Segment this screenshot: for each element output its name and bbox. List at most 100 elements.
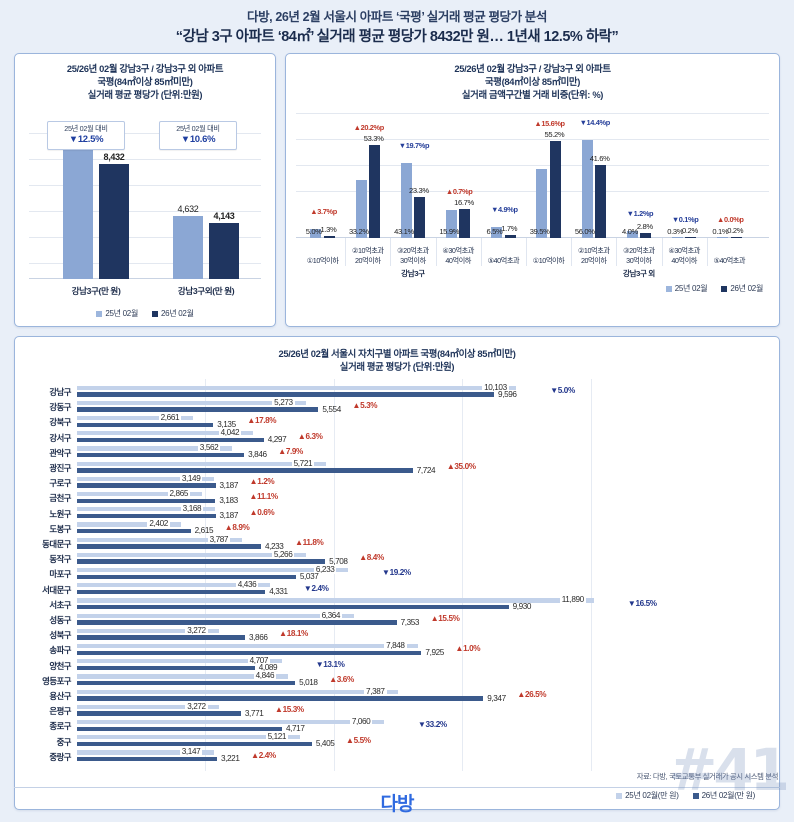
bar-2025 [77, 446, 232, 451]
district-name: 서초구 [49, 599, 71, 610]
delta-label: ▲8.9% [224, 522, 250, 532]
left-title-line1: 25/26년 02월 강남3구 / 강남3구 외 아파트 [66, 63, 224, 74]
bar-value-2025: 3,149 [179, 473, 203, 483]
bar-value-label: 15.9% [439, 227, 460, 236]
chart-axis [296, 237, 769, 238]
bar-2025 [77, 719, 384, 725]
bar-2026 [77, 620, 397, 625]
table-row: 용산구 7,387 9,347 ▲26.5% [15, 686, 779, 706]
district-bar-chart: 강남구 10,103 9,596 ▼5.0% 강동구 5,273 5,554 ▲5.3% 강북구… [15, 379, 779, 787]
bar-25년 02월 [717, 236, 729, 238]
delta-label: ▲3.6% [329, 674, 354, 684]
bar-value-2026: 3,135 [217, 419, 236, 429]
bar-2025 [77, 704, 220, 710]
bar-26년 02월 [209, 222, 239, 279]
bar-2025 [77, 598, 594, 603]
x-axis-category: ⑤40억초과 [713, 256, 746, 265]
bar-2025 [77, 415, 193, 421]
bar-2026 [77, 544, 261, 549]
table-row: 강남구 10,103 9,596 ▼5.0% [15, 382, 779, 402]
bar-2026 [77, 696, 484, 701]
bar-value-2025: 5,266 [271, 549, 295, 559]
right-title-line2: 국평(84㎡이상 85㎡미만) [485, 76, 580, 87]
bar-25년 02월 [581, 140, 593, 238]
bottom-title-line1: 25/26년 02월 서울시 자치구별 아파트 국평(84㎡이상 85㎡미만) [278, 348, 516, 359]
bar-2025 [77, 461, 326, 466]
bar-26년 02월 [640, 233, 652, 238]
table-row: 광진구 5,721 7,724 ▲35.0% [15, 458, 779, 478]
bar-26년 02월 [414, 197, 426, 238]
x-axis-category: 강남3구외(만 원) [177, 286, 235, 296]
bar-value-2026: 4,297 [267, 435, 287, 445]
bar-value-2026: 3,866 [249, 632, 268, 642]
district-name: 종로구 [49, 721, 71, 732]
callout-value: ▼10.6% [180, 134, 216, 145]
group-label: 강남3구 외 [622, 269, 655, 278]
delta-label: ▲2.4% [250, 750, 276, 760]
bar-value-2025: 6,364 [319, 610, 343, 620]
bar-value-label: 6.5% [486, 227, 503, 236]
chart-axis [29, 278, 261, 279]
bar-2026 [77, 513, 216, 519]
category-separator [616, 238, 618, 266]
chart-gridline [333, 379, 335, 771]
chart-gridline [296, 139, 769, 140]
bar-value-label: 55.2% [544, 130, 565, 140]
table-row: 강북구 2,661 3,135 ▲17.8% [15, 412, 779, 432]
bar-2026 [77, 756, 217, 762]
bottom-title-line2: 실거래 평균 평당가 (단위:만원) [339, 361, 455, 372]
delta-label: ▲5.5% [345, 735, 371, 745]
delta-label: ▼14.4%p [579, 118, 611, 127]
table-row: 도봉구 2,402 2,615 ▲8.9% [15, 519, 779, 539]
district-name: 서대문구 [42, 584, 71, 595]
bar-2026 [77, 726, 282, 731]
bar-value-2025: 11,890 [559, 595, 586, 605]
bar-26년 02월 [99, 164, 129, 279]
district-name: 광진구 [49, 463, 71, 473]
bar-value-2025: 7,387 [364, 686, 387, 696]
bar-value-2025: 4,846 [253, 671, 277, 681]
bar-value-2025: 10,103 [482, 382, 509, 392]
bar-2025 [77, 628, 220, 634]
x-axis-category: ①10억이하 [306, 256, 339, 265]
district-name: 동작구 [49, 554, 71, 565]
delta-label: ▲1.2% [249, 477, 275, 487]
bar-2025 [77, 537, 242, 542]
left-chart-legend: 25년 02월 26년 02월 [15, 305, 275, 326]
bar-25년 02월 [626, 231, 638, 238]
bar-value-label: 0.1% [712, 227, 729, 236]
bar-2026 [77, 437, 264, 443]
table-row: 동대문구 3,787 4,233 ▲11.8% [15, 534, 779, 554]
delta-label: ▲26.5% [517, 690, 547, 699]
table-row: 영등포구 4,846 5,018 ▲3.6% [15, 671, 779, 691]
district-name: 성동구 [49, 615, 71, 625]
bar-2026 [77, 574, 296, 579]
bar-value-2026: 5,405 [315, 739, 335, 749]
bar-value-2025: 3,147 [179, 747, 203, 757]
district-name: 성북구 [49, 630, 71, 641]
table-row: 종로구 7,060 4,717 ▼33.2% [15, 716, 779, 736]
delta-label: ▼4.9%p [491, 204, 518, 214]
bar-value-2025: 4,707 [247, 656, 271, 666]
delta-label: ▲0.6% [249, 507, 275, 517]
callout-caption: 25년 02월 대비 [64, 124, 108, 133]
bar-2026 [77, 559, 326, 564]
table-row: 중구 5,121 5,405 ▲5.5% [15, 732, 779, 752]
delta-label: ▼16.5% [627, 598, 657, 608]
bar-value-label: 0.3% [667, 227, 684, 236]
bar-value-2026: 5,037 [299, 571, 319, 581]
legend-label: 25년 02월(만 원) [625, 791, 679, 800]
bar-value-label: 8,432 [103, 152, 125, 163]
bar-26년 02월 [504, 235, 516, 238]
bar-value-2026: 5,018 [299, 678, 318, 688]
bar-value-2025: 4,042 [218, 428, 242, 438]
table-row: 노원구 3,168 3,187 ▲0.6% [15, 504, 779, 524]
bar-value-label: 43.1% [394, 227, 414, 236]
delta-label: ▲7.9% [278, 446, 303, 456]
legend-label: 26년 02월(만 원) [701, 791, 756, 800]
bar-2026 [77, 680, 296, 686]
table-row: 성북구 3,272 3,866 ▲18.1% [15, 625, 779, 645]
bar-2026 [77, 741, 312, 747]
